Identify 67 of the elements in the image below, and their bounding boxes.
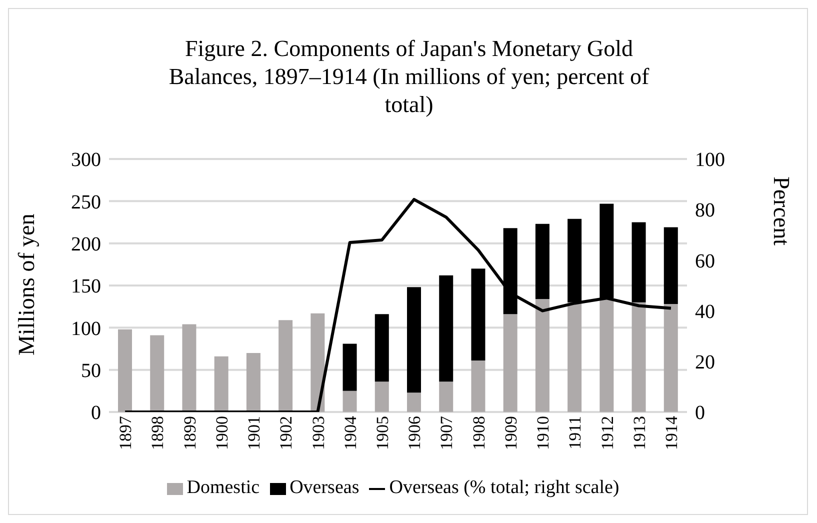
legend-label: Overseas (% total; right scale) (389, 477, 620, 498)
x-tick-label: 1912 (598, 416, 617, 450)
y-tick-label: 100 (71, 318, 101, 340)
bar (471, 360, 486, 412)
y-axis-title: Millions of yen (14, 213, 40, 356)
x-tick-label: 1899 (180, 416, 200, 450)
x-tick-label: 1908 (469, 416, 488, 450)
x-tick-label: 1897 (116, 416, 136, 450)
x-tick-label: 1904 (340, 416, 360, 450)
x-tick-label: 1913 (630, 416, 649, 450)
bar (150, 335, 164, 412)
y2-tick-label: 20 (695, 352, 715, 374)
y2-tick-label: 0 (695, 402, 705, 424)
y2-tick-label: 60 (695, 250, 715, 272)
bar (342, 390, 357, 412)
line-series (124, 198, 672, 412)
x-tick-label: 1910 (534, 416, 553, 450)
y-tick-label: 300 (71, 149, 101, 172)
x-tick-label: 1902 (276, 416, 296, 450)
x-tick-label: 1901 (244, 416, 264, 450)
bar (632, 222, 646, 302)
bar (600, 298, 614, 412)
bar (503, 228, 518, 314)
bar (471, 268, 486, 361)
bar (310, 313, 325, 412)
y-tick-label: 150 (71, 276, 101, 298)
bar (568, 302, 582, 412)
x-tick-label: 1907 (437, 416, 456, 450)
x-tick-label: 1905 (373, 416, 392, 450)
x-tick-label: 1903 (308, 416, 328, 450)
x-tick-label: 1911 (566, 416, 585, 450)
x-tick-label: 1914 (662, 416, 682, 450)
y-tick-label: 250 (71, 191, 101, 214)
bar (439, 275, 454, 382)
y-tick-label: 0 (91, 402, 101, 424)
bar (535, 298, 550, 412)
chart-title: Figure 2. Components of Japan's Monetary Gold Balances, 1897–1914 (In millions of yen; percent of total) (168, 35, 650, 119)
bar (632, 302, 646, 412)
bar (214, 356, 228, 412)
bar (278, 320, 293, 412)
bar (439, 382, 454, 412)
x-tick-label: 1909 (501, 416, 520, 450)
y2-tick-label: 40 (695, 300, 715, 323)
x-tick-label: 1898 (148, 416, 168, 450)
y2-tick-label: 100 (695, 149, 725, 172)
legend-label: Overseas (290, 477, 360, 498)
bar (407, 287, 421, 393)
bar (118, 329, 132, 412)
bar (664, 227, 678, 304)
y-tick-label: 200 (71, 233, 101, 256)
legend-label: Domestic (186, 477, 260, 498)
bar (342, 344, 357, 391)
y2-tick-label: 80 (695, 200, 715, 222)
bar (182, 324, 196, 412)
bar (407, 392, 421, 412)
bar (600, 204, 614, 298)
y-tick-label: 50 (81, 360, 101, 382)
bar (535, 224, 550, 299)
x-tick-label: 1906 (405, 416, 424, 450)
bar (374, 382, 389, 412)
bar (568, 218, 582, 302)
bar (374, 314, 389, 382)
bar (503, 314, 518, 412)
bar (246, 352, 260, 412)
y2-axis-title: Percent (768, 176, 794, 246)
x-tick-label: 1900 (212, 416, 232, 450)
bar (664, 304, 678, 412)
